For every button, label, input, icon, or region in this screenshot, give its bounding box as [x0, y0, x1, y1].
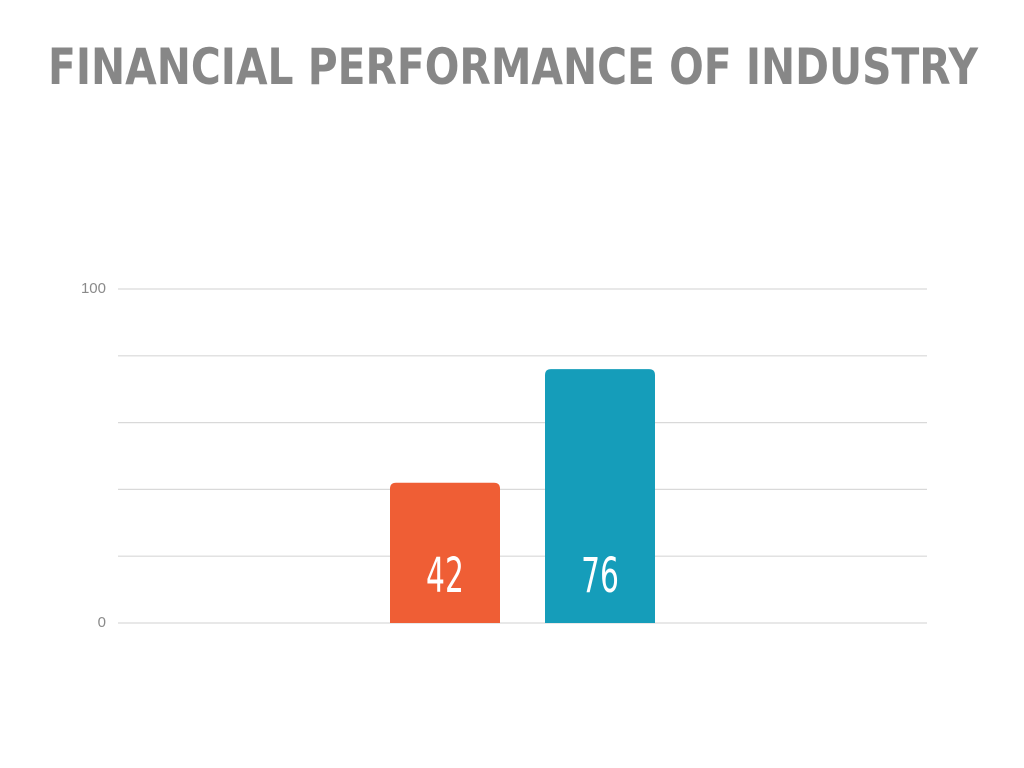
y-tick-label: 0 [98, 614, 106, 631]
bar [545, 369, 655, 623]
value-label: 42 [426, 549, 464, 604]
chart-title: FINANCIAL PERFORMANCE OF INDUSTRY [48, 38, 979, 96]
bar [390, 482, 500, 623]
y-tick-label: 100 [81, 280, 106, 297]
value-label: 76 [581, 549, 619, 604]
